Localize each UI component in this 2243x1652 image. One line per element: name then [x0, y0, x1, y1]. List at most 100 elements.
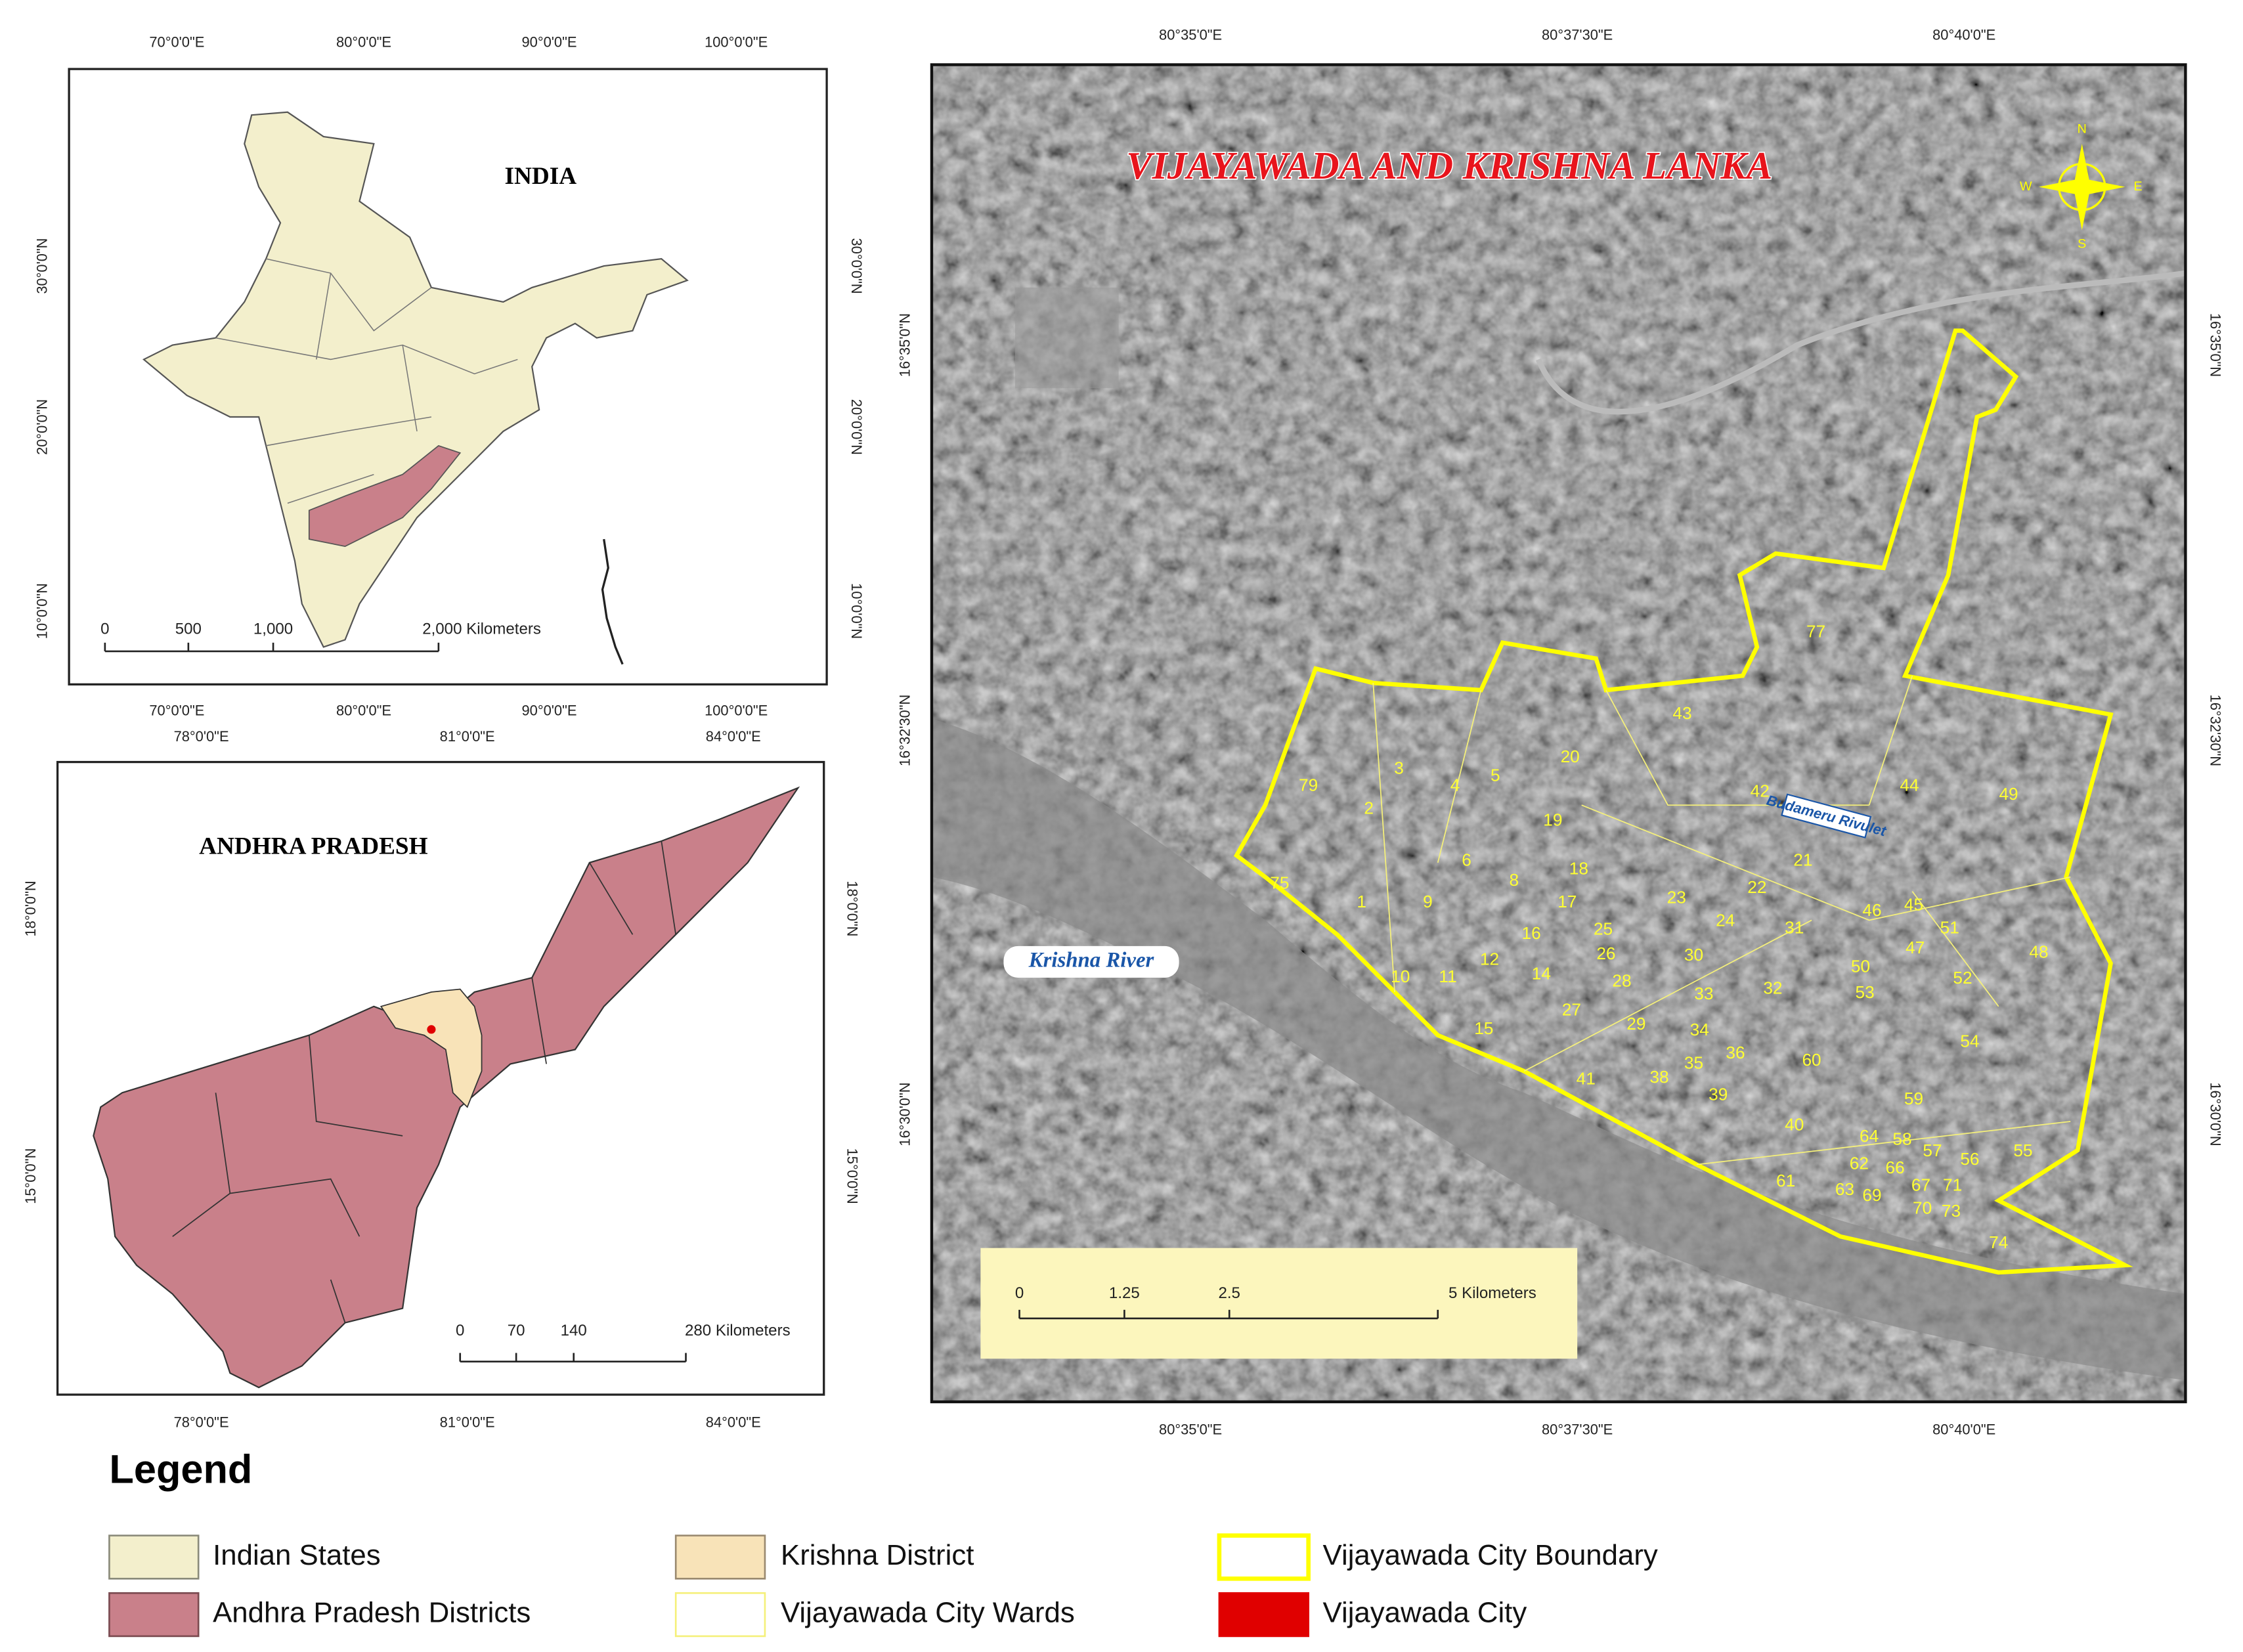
- ward-label: 29: [1626, 1014, 1645, 1033]
- lat-tick-label: 16°32'30"N: [2207, 695, 2223, 766]
- map-title: VIJAYAWADA AND KRISHNA LANKA: [1126, 144, 1772, 187]
- lat-tick-label: 30°0'0"N: [33, 238, 50, 294]
- ward-label: 59: [1904, 1089, 1923, 1108]
- state-borders: [215, 272, 518, 504]
- ward-label: 17: [1557, 892, 1577, 911]
- ward-label: 55: [2013, 1141, 2032, 1160]
- scale-label: 0: [1015, 1284, 1024, 1302]
- lon-tick-label: 84°0'0"E: [706, 728, 761, 745]
- ward-label: 52: [1953, 968, 1972, 988]
- ward-label: 16: [1521, 923, 1540, 943]
- ward-label: 74: [1989, 1232, 2008, 1252]
- canal: [1535, 270, 2186, 415]
- legend-label: Vijayawada City Wards: [781, 1597, 1075, 1629]
- ward-label: 60: [1802, 1050, 1821, 1070]
- ap-districts: [93, 786, 800, 1389]
- lon-tick-label: 80°40'0"E: [1932, 27, 1995, 43]
- ward-label: 33: [1694, 984, 1713, 1003]
- ward-label: 70: [1913, 1198, 1932, 1218]
- ward-label: 3: [1394, 758, 1404, 777]
- compass: [2039, 143, 2125, 230]
- river-label: Krishna River: [1028, 948, 1155, 972]
- legend-label: Andhra Pradesh Districts: [213, 1597, 531, 1629]
- lon-tick-label: 81°0'0"E: [440, 728, 495, 745]
- ward-label: 34: [1690, 1020, 1709, 1039]
- ward-label: 30: [1684, 945, 1703, 965]
- legend-swatch: [108, 1534, 200, 1580]
- lon-tick-label: 90°0'0"E: [522, 703, 577, 719]
- compass-star: [2039, 143, 2125, 230]
- lat-tick-label: 20°0'0"N: [848, 399, 865, 455]
- lat-tick-label: 18°0'0"N: [22, 880, 39, 936]
- district-borders: [172, 840, 677, 1323]
- ward-label: 31: [1785, 918, 1804, 938]
- lat-tick-label: 16°35'0"N: [896, 313, 913, 377]
- scale-label: 2,000 Kilometers: [422, 620, 541, 638]
- ward-label: 43: [1672, 703, 1691, 723]
- lon-tick-label: 70°0'0"E: [149, 33, 204, 50]
- ward-label: 4: [1450, 775, 1460, 795]
- legend-swatch: [108, 1592, 200, 1638]
- lon-tick-label: 81°0'0"E: [440, 1414, 495, 1431]
- scale-label: 2.5: [1218, 1284, 1240, 1302]
- ward-label: 6: [1462, 850, 1471, 870]
- ward-label: 10: [1391, 967, 1410, 986]
- ward-label: 25: [1594, 919, 1613, 939]
- ward-label: 71: [1943, 1175, 1962, 1194]
- ward-label: 11: [1439, 967, 1456, 986]
- ward-label: 50: [1851, 957, 1870, 976]
- map-title: ANDHRA PRADESH: [199, 833, 427, 859]
- legend: Legend Indian States Andhra Pradesh Distri…: [108, 1446, 1658, 1638]
- ward-label: 32: [1763, 978, 1782, 997]
- lat-tick-label: 16°35'0"N: [2207, 313, 2223, 377]
- ward-label: 41: [1577, 1068, 1596, 1088]
- ward-label: 67: [1911, 1175, 1930, 1194]
- lon-tick-label: 78°0'0"E: [174, 1414, 229, 1431]
- ward-label: 75: [1270, 873, 1289, 893]
- lat-tick-label: 10°0'0"N: [848, 583, 865, 639]
- ward-label: 19: [1543, 810, 1562, 829]
- ward-label: 9: [1423, 892, 1433, 911]
- legend-title: Legend: [109, 1446, 252, 1491]
- ward-label: 66: [1885, 1158, 1904, 1177]
- city-frame: [930, 63, 2187, 1404]
- ward-label: 44: [1900, 775, 1919, 795]
- ward-label: 73: [1942, 1201, 1961, 1221]
- lon-tick-label: 80°0'0"E: [336, 703, 391, 719]
- ward-label: 28: [1612, 971, 1631, 991]
- india-outline: [142, 111, 689, 648]
- ward-label: 63: [1835, 1179, 1854, 1199]
- compass-letter: E: [2134, 179, 2143, 194]
- ward-label: 48: [2029, 942, 2048, 962]
- compass-letter: W: [2020, 179, 2032, 194]
- river-label-bg: [1003, 946, 1179, 978]
- ward-label: 35: [1684, 1053, 1703, 1072]
- city-scale-box: [980, 1248, 1578, 1359]
- lat-tick-label: 18°0'0"N: [844, 880, 861, 936]
- lon-tick-label: 70°0'0"E: [149, 703, 204, 719]
- legend-label: Vijayawada City Boundary: [1323, 1539, 1658, 1571]
- scale-label: 5 Kilometers: [1448, 1284, 1536, 1302]
- ward-label: 1: [1357, 892, 1366, 911]
- scale-label: 1,000: [253, 620, 293, 638]
- lat-tick-label: 16°30'0"N: [896, 1082, 913, 1146]
- ward-label: 42: [1751, 781, 1770, 800]
- lon-tick-label: 80°40'0"E: [1932, 1422, 1995, 1438]
- ward-label: 23: [1667, 888, 1686, 907]
- islands: [601, 538, 624, 665]
- ward-label: 64: [1860, 1126, 1879, 1146]
- ward-label: 15: [1474, 1018, 1493, 1038]
- ward-label: 20: [1561, 747, 1580, 766]
- legend-label: Indian States: [213, 1539, 381, 1571]
- ward-label: 51: [1940, 918, 1959, 938]
- lon-tick-label: 100°0'0"E: [705, 33, 768, 50]
- legend-swatch: [674, 1534, 766, 1580]
- ward-label: 56: [1960, 1149, 1979, 1169]
- lon-tick-label: 84°0'0"E: [706, 1414, 761, 1431]
- ward-label: 38: [1649, 1067, 1668, 1087]
- ward-label: 77: [1806, 621, 1825, 641]
- ward-label: 79: [1299, 775, 1318, 795]
- ward-label: 39: [1709, 1085, 1728, 1104]
